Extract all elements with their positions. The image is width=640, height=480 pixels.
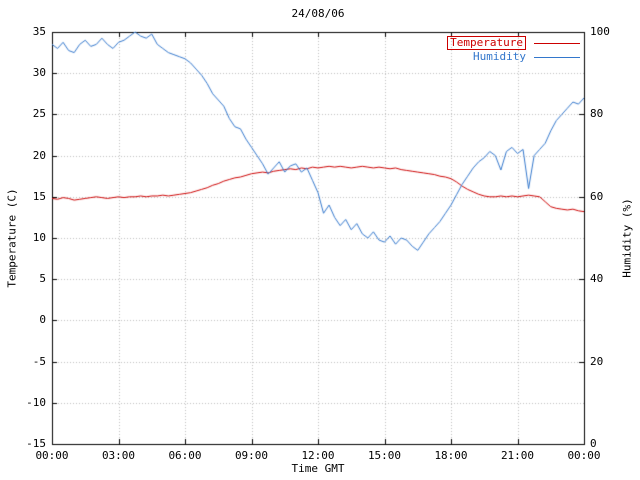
- tick-label: 20: [32, 148, 46, 162]
- tick-label: 06:00: [168, 449, 202, 462]
- tick-label: 35: [32, 25, 46, 38]
- tick-label: 0: [590, 437, 597, 450]
- legend: Temperature Humidity: [300, 36, 580, 64]
- tick-label: -10: [26, 395, 46, 409]
- tick-label: 10: [32, 231, 46, 244]
- tick-label: 30: [32, 66, 46, 80]
- tick-label: 0: [39, 313, 46, 327]
- tick-label: 00:00: [35, 449, 69, 462]
- x-axis-label: Time GMT: [291, 462, 345, 475]
- tick-label: 12:00: [301, 449, 335, 462]
- tick-label: 100: [590, 25, 610, 38]
- tick-label: 21:00: [500, 449, 535, 462]
- tick-label: 25: [32, 107, 46, 121]
- tick-label: 40: [590, 272, 604, 286]
- tick-label: 03:00: [101, 449, 136, 462]
- legend-line-sample-temperature: [534, 42, 580, 44]
- tick-label: 18:00: [434, 449, 468, 462]
- legend-entry-humidity: Humidity: [300, 50, 580, 64]
- tick-label: 20: [590, 354, 604, 368]
- tick-label: 80: [590, 107, 604, 121]
- chart-title: 24/08/06: [291, 7, 345, 20]
- tick-label: -15: [26, 437, 46, 450]
- tick-label: -5: [32, 354, 46, 368]
- tick-label: 09:00: [234, 449, 269, 462]
- y-right-axis-label: Humidity (%): [620, 198, 634, 278]
- legend-line-sample-humidity: [534, 56, 580, 58]
- legend-label-temperature: Temperature: [447, 36, 526, 50]
- tick-label: 15: [32, 189, 46, 203]
- legend-label-humidity: Humidity: [473, 50, 526, 63]
- tick-label: 5: [39, 272, 46, 286]
- tick-label: 60: [590, 189, 604, 203]
- tick-label: 00:00: [567, 449, 601, 462]
- legend-entry-temperature: Temperature: [300, 36, 580, 50]
- tick-label: 15:00: [367, 449, 402, 462]
